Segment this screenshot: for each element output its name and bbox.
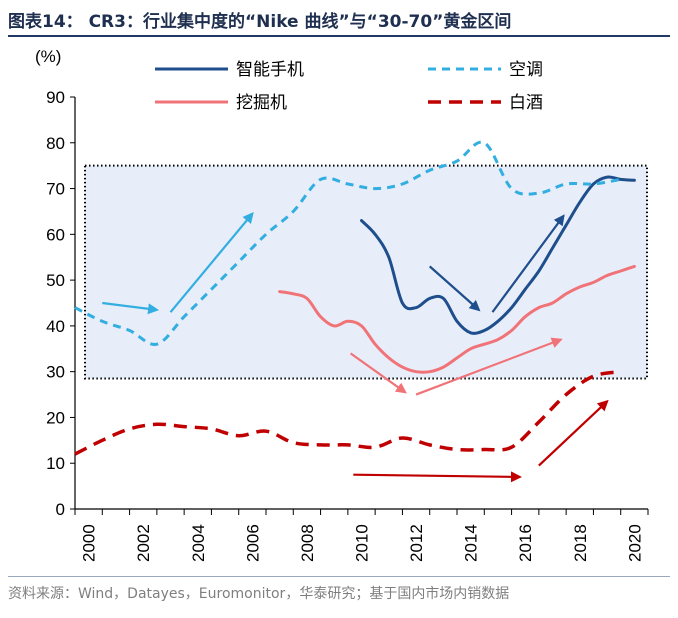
series-line-baijiu: [74, 369, 621, 456]
y-tick-label: 30: [46, 363, 65, 382]
trend-arrow: [169, 212, 254, 313]
legend-label-smartphone: 智能手机: [236, 60, 304, 80]
source-divider: [8, 576, 670, 577]
trend-arrow: [102, 301, 160, 315]
highlight-band-layer: [84, 164, 648, 380]
x-tick-label: 2000: [80, 524, 99, 562]
y-tick-label: 50: [46, 271, 65, 290]
x-tick-label: 2004: [189, 524, 208, 562]
x-tick-label: 2008: [298, 524, 317, 562]
trend-arrow: [491, 214, 565, 313]
y-tick-label: 70: [46, 180, 65, 199]
series-line-air-conditioner: [74, 140, 621, 346]
x-tick-label: 2014: [462, 524, 481, 562]
y-tick-label: 0: [56, 500, 65, 519]
golden-range-band: [84, 164, 648, 380]
trend-arrow: [415, 337, 563, 396]
series-line-excavator: [278, 264, 636, 374]
x-tick-label: 2016: [516, 524, 535, 562]
y-tick-label: 80: [46, 134, 65, 153]
series-line-smartphone: [360, 175, 636, 335]
trend-arrow: [353, 471, 522, 483]
x-tick-label: 2010: [353, 524, 372, 562]
y-tick-label: 90: [46, 88, 65, 107]
y-axis-unit-label: (%): [35, 47, 61, 66]
legend-label-baijiu: 白酒: [509, 93, 543, 113]
source-note: 资料来源：Wind，Datayes，Euromonitor，华泰研究；基于国内市…: [8, 586, 510, 602]
trend-arrow: [428, 265, 481, 312]
x-tick-label: 2020: [625, 524, 644, 562]
x-tick-label: 2006: [243, 524, 262, 562]
series-layer: [74, 140, 636, 456]
axes-layer: (%) 0 10 20 30 40 50 60 70 80 90 2000 2002 2004 2006 20…: [35, 47, 649, 562]
y-tick-label: 60: [46, 225, 65, 244]
x-tick-label: 2018: [571, 524, 590, 562]
legend-label-excavator: 挖掘机: [236, 93, 287, 113]
trend-arrow: [349, 352, 407, 394]
title-divider: [8, 35, 670, 37]
legend-label-air-conditioner: 空调: [509, 60, 543, 80]
y-tick-label: 10: [46, 454, 65, 473]
y-tick-label: 40: [46, 317, 65, 336]
y-tick-label: 20: [46, 408, 65, 427]
chart-title: 图表14： CR3：行业集中度的“Nike 曲线”与“30-70”黄金区间: [8, 12, 512, 32]
x-tick-label: 2002: [134, 524, 153, 562]
trend-arrow: [538, 399, 609, 467]
x-tick-label: 2012: [407, 524, 426, 562]
trend-arrows-layer: [102, 212, 609, 483]
